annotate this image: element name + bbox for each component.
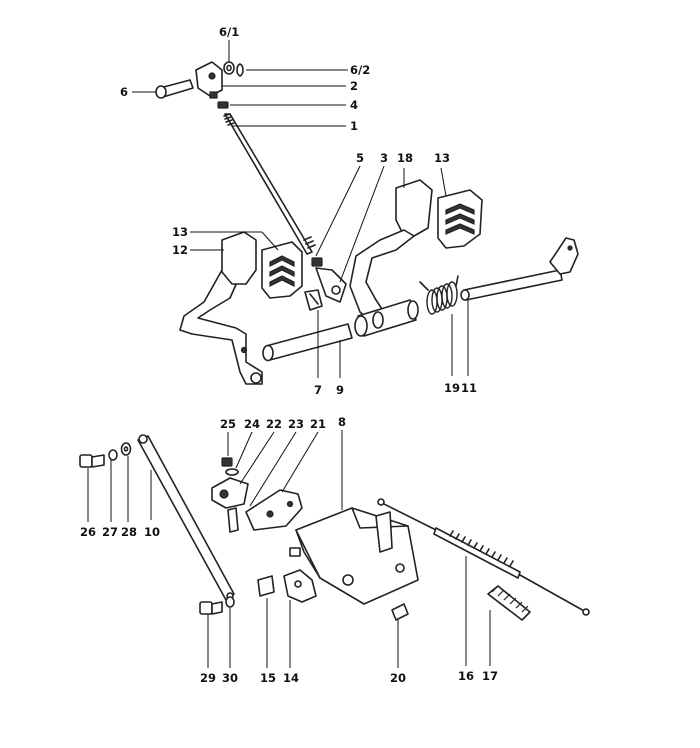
label-22: 22 <box>266 417 282 431</box>
part-6-pin <box>155 79 194 99</box>
label-17: 17 <box>482 669 498 683</box>
part-1-rod <box>223 113 316 255</box>
label-26: 26 <box>80 525 96 539</box>
label-28: 28 <box>121 525 137 539</box>
label-16: 16 <box>458 669 474 683</box>
label-14: 14 <box>283 671 299 685</box>
label-27: 27 <box>102 525 118 539</box>
part-20-grommet <box>391 603 409 621</box>
label-1: 1 <box>350 119 358 133</box>
label-8: 8 <box>338 415 346 429</box>
label-20: 20 <box>390 671 406 685</box>
part-15-block <box>257 575 275 597</box>
part-4-nut <box>217 101 229 109</box>
label-13-right: 13 <box>434 151 450 165</box>
part-6-2-clip <box>236 63 244 77</box>
leader-lines <box>87 40 491 668</box>
label-6-1: 6/1 <box>219 25 239 39</box>
part-27-washer <box>108 449 118 461</box>
part-24-washer <box>225 468 239 476</box>
label-12: 12 <box>172 243 188 257</box>
part-28-washer <box>120 442 132 456</box>
label-24: 24 <box>244 417 260 431</box>
lower-clevis <box>315 267 347 303</box>
label-25: 25 <box>220 417 236 431</box>
label-9: 9 <box>336 383 344 397</box>
part-21-plate <box>245 489 303 531</box>
label-21: 21 <box>310 417 326 431</box>
label-2: 2 <box>350 79 358 93</box>
part-14-cam <box>283 569 317 603</box>
label-23: 23 <box>288 417 304 431</box>
part-5-nut <box>311 257 323 267</box>
part-17-boot <box>487 585 531 621</box>
part-11-shaft <box>460 237 579 301</box>
part-16-cable <box>377 498 590 616</box>
label-19: 19 <box>444 381 460 395</box>
part-12-clutch-pedal <box>179 231 263 385</box>
label-6-2: 6/2 <box>350 63 370 77</box>
label-15: 15 <box>260 671 276 685</box>
part-29-bolt <box>199 601 223 615</box>
label-4: 4 <box>350 98 358 112</box>
label-6: 6 <box>120 85 128 99</box>
part-6-1-washer <box>223 61 235 75</box>
label-7: 7 <box>314 383 322 397</box>
part-8-bracket <box>289 507 419 605</box>
label-5: 5 <box>356 151 364 165</box>
label-11: 11 <box>461 381 477 395</box>
part-22-lever <box>211 477 249 533</box>
label-3: 3 <box>380 151 388 165</box>
pedal-bushing <box>354 299 419 337</box>
part-2-clevis <box>195 61 223 99</box>
part-25-nut <box>221 457 233 467</box>
part-labels: 6/1 6/2 6 2 4 1 5 3 18 13 13 12 7 9 19 1… <box>80 25 498 685</box>
label-13-left: 13 <box>172 225 188 239</box>
part-13-pedal-pad-right <box>437 189 483 249</box>
part-7-clip <box>304 289 323 311</box>
part-9-tube <box>262 323 353 362</box>
part-13-pedal-pad-left <box>261 241 303 299</box>
part-10-bar <box>137 434 235 601</box>
part-26-bolt <box>79 454 105 468</box>
label-29: 29 <box>200 671 216 685</box>
label-18: 18 <box>397 151 413 165</box>
part-30-washer <box>225 596 235 608</box>
part-3-brake-pedal <box>349 179 433 331</box>
label-30: 30 <box>222 671 238 685</box>
part-19-spring <box>419 275 459 315</box>
label-10: 10 <box>144 525 160 539</box>
